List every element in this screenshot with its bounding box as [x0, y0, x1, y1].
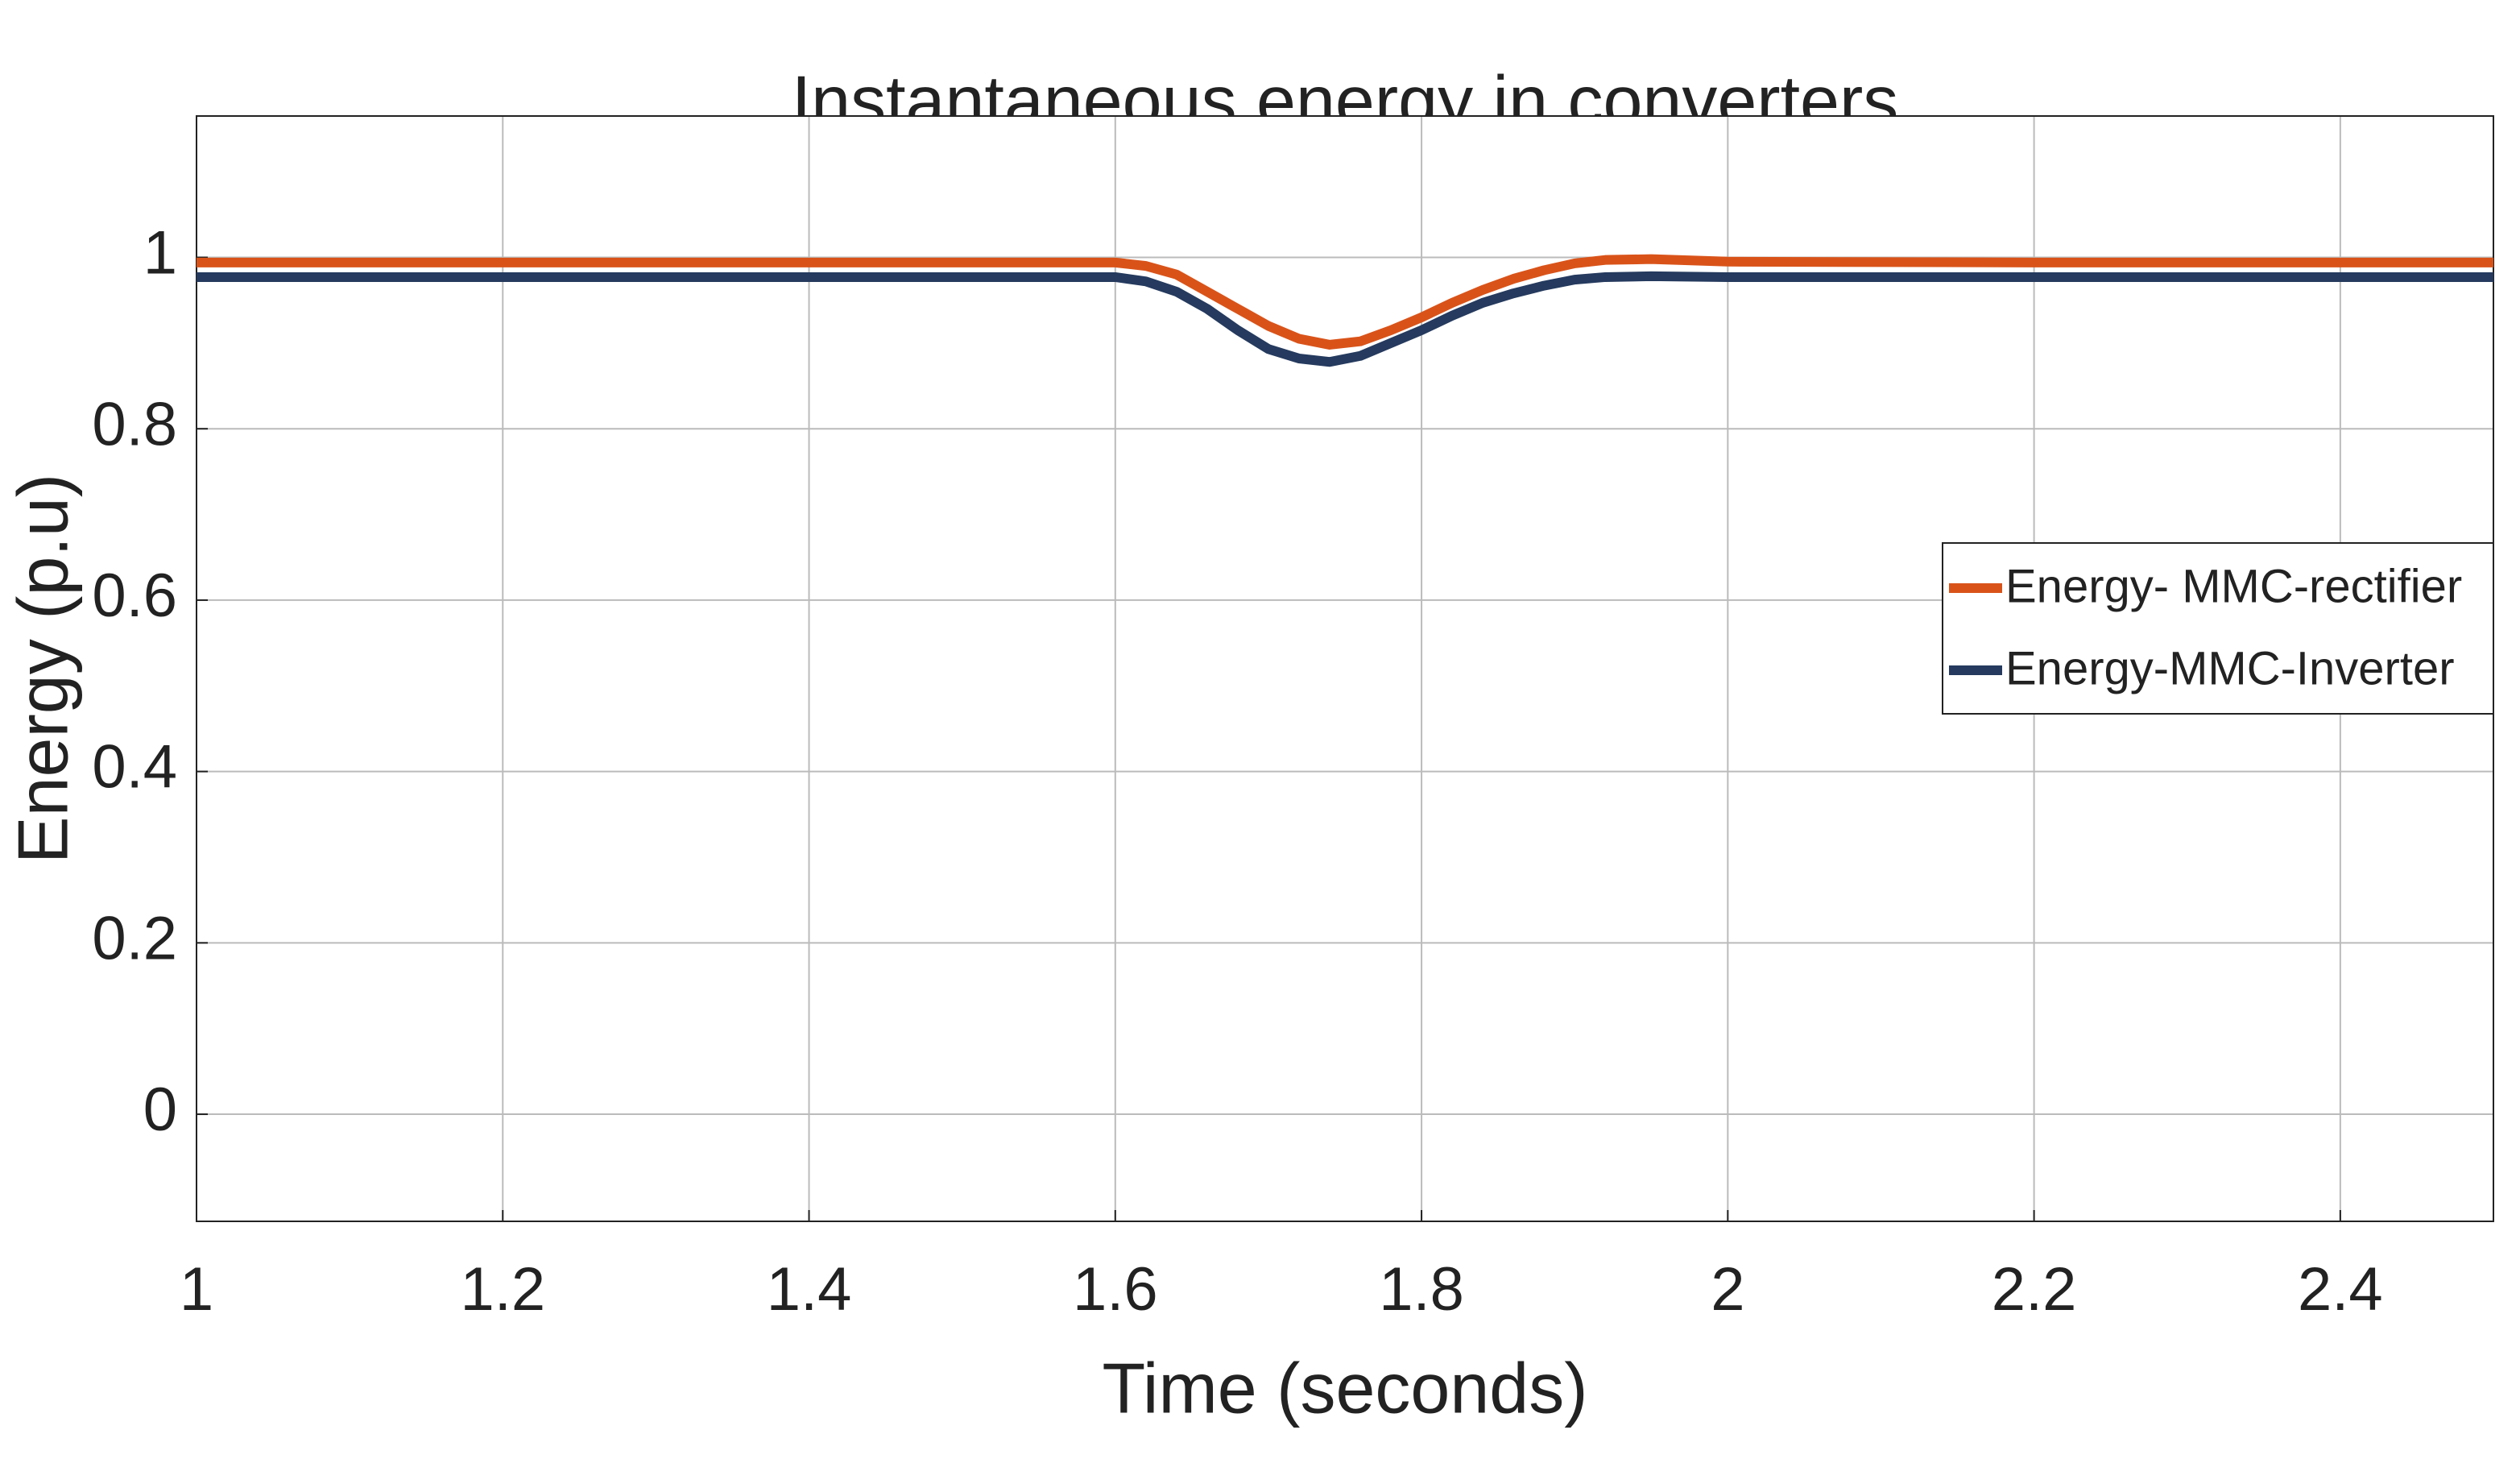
- x-axis-label: Time (seconds): [1102, 1348, 1587, 1428]
- y-axis-label: Energy (p.u): [2, 474, 82, 864]
- legend-label: Energy- MMC-rectifier: [2005, 560, 2462, 612]
- x-tick-label: 1: [180, 1255, 213, 1324]
- y-tick-label: 0.4: [92, 733, 177, 802]
- line-series: [197, 254, 2493, 350]
- y-tick-label: 0.8: [92, 390, 177, 458]
- x-tick-label: 1.8: [1379, 1255, 1464, 1324]
- x-tick-label: 1.4: [767, 1255, 852, 1324]
- x-tick-label: 2.4: [2298, 1255, 2383, 1324]
- x-tick-label: 1.2: [460, 1255, 545, 1324]
- x-tick-label: 2.2: [1992, 1255, 2077, 1324]
- y-tick-label: 0: [143, 1076, 177, 1144]
- x-tick-label: 2: [1711, 1255, 1744, 1324]
- legend-box: [1942, 542, 2494, 715]
- y-tick-label: 0.2: [92, 904, 177, 972]
- line-series: [197, 271, 2493, 367]
- x-tick-label: 1.6: [1073, 1255, 1158, 1324]
- y-tick-label: 0.6: [92, 562, 177, 630]
- y-tick-label: 1: [143, 219, 177, 288]
- legend-label: Energy-MMC-Inverter: [2005, 642, 2455, 694]
